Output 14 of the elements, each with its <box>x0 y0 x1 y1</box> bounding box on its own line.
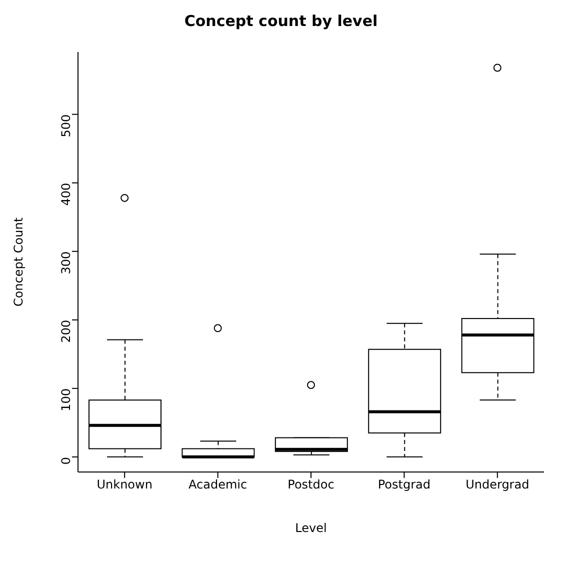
x-tick-label: Postdoc <box>288 478 334 492</box>
x-tick-label: Unknown <box>96 478 152 492</box>
x-tick-label: Undergrad <box>466 478 530 492</box>
y-tick-label: 0 <box>59 456 74 465</box>
y-tick-label: 200 <box>59 320 74 343</box>
y-tick-label: 500 <box>59 114 74 138</box>
x-tick-label: Postgrad <box>378 478 431 492</box>
x-tick-label: Academic <box>188 478 248 492</box>
y-tick-label: 100 <box>59 388 74 412</box>
y-tick-label: 400 <box>59 182 74 206</box>
x-axis-title: Level <box>295 521 327 535</box>
chart-title: Concept count by level <box>183 11 379 32</box>
y-tick-label: 300 <box>59 251 74 274</box>
y-axis-title: Concept Count <box>11 217 26 307</box>
